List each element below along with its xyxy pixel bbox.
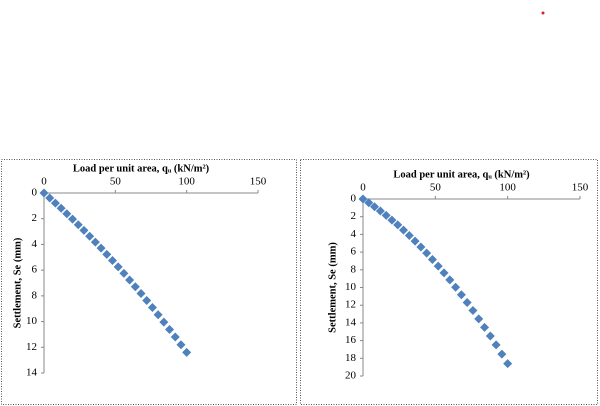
y-tick-label: 6 xyxy=(351,246,357,258)
point xyxy=(468,306,478,316)
x-tick-label: 50 xyxy=(110,176,122,188)
point xyxy=(474,314,484,324)
point xyxy=(370,202,380,212)
point xyxy=(136,289,146,299)
point xyxy=(491,340,501,350)
point xyxy=(497,349,507,359)
point xyxy=(142,295,152,305)
point xyxy=(456,290,466,300)
x-tick-label: 150 xyxy=(250,176,267,188)
x-tick-label: 100 xyxy=(499,182,516,194)
y-tick-label: 2 xyxy=(351,210,357,222)
y-tick-label: 6 xyxy=(32,264,38,276)
point xyxy=(462,298,472,308)
point xyxy=(73,220,83,230)
point xyxy=(410,236,420,246)
point xyxy=(445,275,455,285)
point xyxy=(176,340,186,350)
y-axis-label: Settlement, Se (mm) xyxy=(12,237,23,328)
point xyxy=(50,198,60,208)
dot xyxy=(541,11,545,15)
point xyxy=(125,275,135,285)
chart-title: Load per unit area, qᵤ (kN/m²) xyxy=(73,163,210,174)
chart-title: Load per unit area, qᵤ (kN/m²) xyxy=(393,169,530,180)
point xyxy=(393,220,403,230)
point xyxy=(56,203,66,213)
point xyxy=(165,325,175,335)
point xyxy=(113,262,123,272)
y-tick-label: 4 xyxy=(351,228,357,240)
point xyxy=(451,282,461,292)
y-tick-label: 8 xyxy=(351,263,357,275)
y-tick-label: 10 xyxy=(345,281,357,293)
x-tick-label: 100 xyxy=(178,176,195,188)
y-tick-label: 12 xyxy=(26,341,37,353)
y-tick-label: 12 xyxy=(345,299,356,311)
point xyxy=(485,331,495,341)
point xyxy=(90,237,100,247)
point xyxy=(107,256,117,265)
y-tick-label: 16 xyxy=(345,334,357,346)
y-tick-label: 0 xyxy=(32,187,38,199)
point xyxy=(364,198,374,208)
point xyxy=(433,261,443,271)
point xyxy=(439,268,449,278)
point xyxy=(427,254,437,264)
point xyxy=(375,206,385,216)
point xyxy=(159,317,169,327)
point xyxy=(62,209,72,219)
y-tick-label: 4 xyxy=(32,238,38,250)
point xyxy=(39,188,49,198)
panel-border xyxy=(300,159,598,405)
point xyxy=(102,249,112,259)
point xyxy=(416,242,426,252)
x-tick-label: 50 xyxy=(430,182,442,194)
point xyxy=(79,225,89,235)
x-tick-label: 150 xyxy=(572,182,589,194)
y-axis-label: Settlement, Se (mm) xyxy=(327,242,338,333)
point xyxy=(182,347,192,357)
y-tick-label: 10 xyxy=(26,315,38,327)
y-tick-label: 14 xyxy=(26,367,38,379)
point xyxy=(399,225,409,235)
point xyxy=(404,230,414,240)
point xyxy=(480,322,490,332)
point xyxy=(130,282,140,292)
y-tick-label: 2 xyxy=(32,212,38,224)
y-tick-label: 18 xyxy=(345,352,357,364)
point xyxy=(153,310,163,320)
point xyxy=(170,332,180,342)
point xyxy=(68,214,78,224)
point xyxy=(119,268,129,278)
point xyxy=(381,210,391,220)
point xyxy=(96,243,106,253)
point xyxy=(45,193,55,203)
x-tick-label: 0 xyxy=(360,182,366,194)
x-tick-label: 0 xyxy=(41,176,47,188)
y-tick-label: 20 xyxy=(345,370,357,382)
y-tick-label: 14 xyxy=(345,316,357,328)
point xyxy=(85,231,95,241)
panel-border xyxy=(1,159,297,405)
point xyxy=(422,248,432,258)
point xyxy=(503,359,513,369)
point xyxy=(358,194,368,204)
y-tick-label: 0 xyxy=(351,193,357,205)
point xyxy=(147,303,157,313)
point xyxy=(387,215,397,225)
y-tick-label: 8 xyxy=(32,289,38,301)
